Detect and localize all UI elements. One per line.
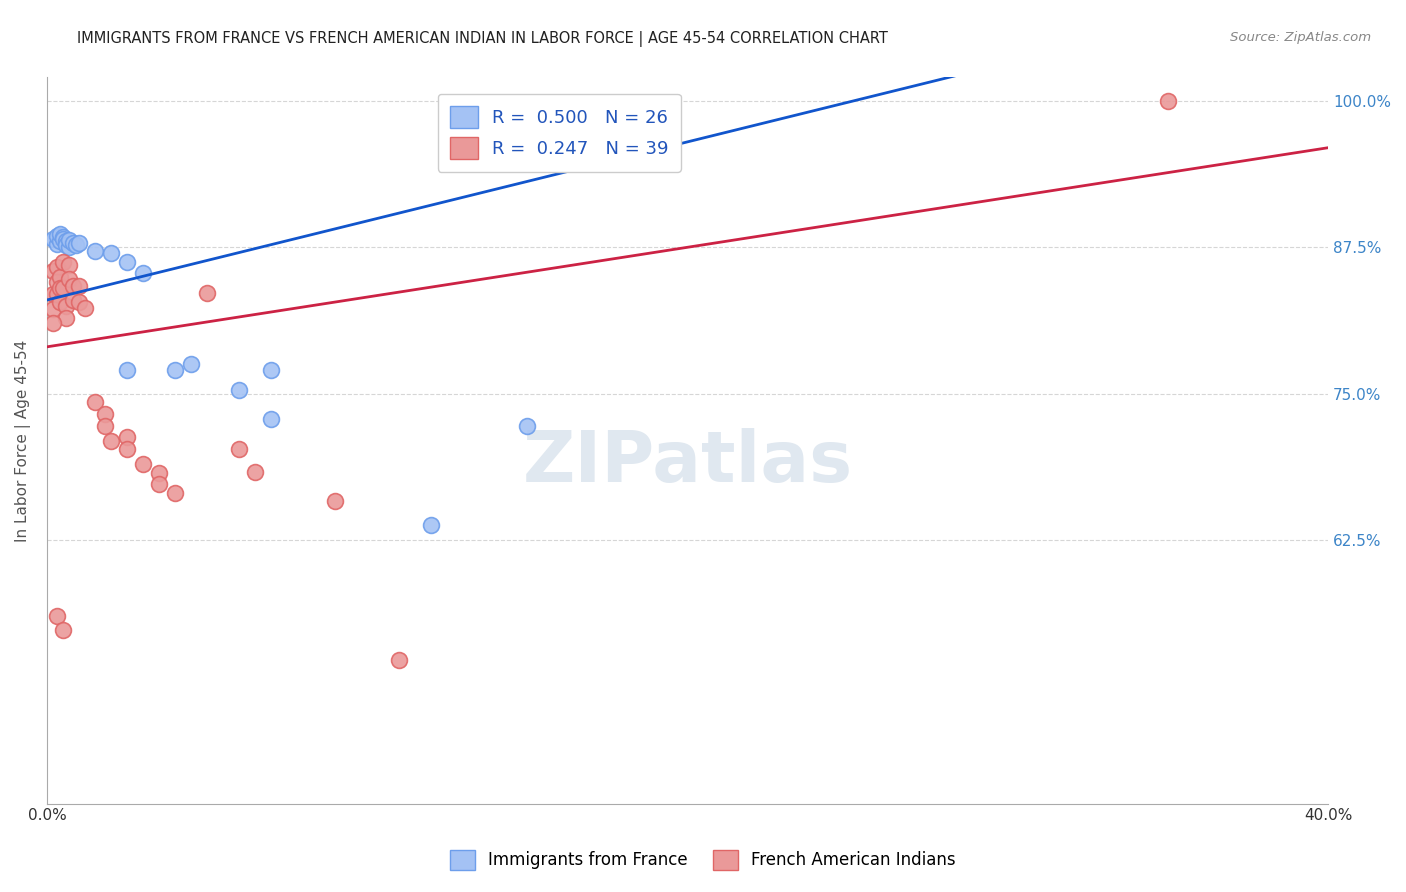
Point (243, 465, 266, 479)
Text: Source: ZipAtlas.com: Source: ZipAtlas.com (1230, 31, 1371, 45)
Point (100, 246, 122, 260)
Point (49, 269, 72, 284)
Point (115, 255, 138, 269)
Point (45, 287, 67, 301)
Point (65, 238, 87, 252)
Point (165, 363, 187, 377)
Point (195, 285, 218, 300)
Point (84, 244, 107, 258)
Point (58, 240, 80, 254)
Point (93, 419, 115, 434)
Point (45, 228, 67, 243)
Point (180, 358, 202, 372)
Point (132, 457, 155, 471)
Point (49, 235, 72, 249)
Point (115, 363, 138, 377)
Point (55, 310, 77, 325)
Point (62, 279, 84, 293)
Point (49, 295, 72, 310)
Point (84, 395, 107, 409)
Y-axis label: In Labor Force | Age 45-54: In Labor Force | Age 45-54 (15, 339, 31, 541)
Point (42, 317, 65, 331)
Point (132, 266, 155, 280)
Point (67, 235, 90, 250)
Point (260, 412, 283, 426)
Point (62, 293, 84, 307)
Text: ZIPatlas: ZIPatlas (523, 428, 852, 497)
Point (42, 302, 65, 317)
Legend: R =  0.500   N = 26, R =  0.247   N = 39: R = 0.500 N = 26, R = 0.247 N = 39 (437, 94, 681, 172)
Point (58, 272, 80, 286)
Point (55, 238, 77, 252)
Point (45, 260, 67, 275)
Point (62, 235, 84, 250)
Text: IMMIGRANTS FROM FRANCE VS FRENCH AMERICAN INDIAN IN LABOR FORCE | AGE 45-54 CORR: IMMIGRANTS FROM FRANCE VS FRENCH AMERICA… (77, 31, 889, 47)
Point (260, 363, 283, 377)
Point (516, 419, 538, 434)
Point (1157, 94, 1180, 108)
Point (115, 442, 138, 456)
Point (55, 235, 77, 249)
Point (49, 227, 72, 242)
Point (67, 279, 90, 293)
Point (228, 442, 250, 456)
Point (148, 467, 170, 481)
Point (52, 281, 75, 295)
Point (165, 486, 187, 500)
Point (52, 232, 75, 246)
Point (58, 233, 80, 247)
Point (67, 295, 90, 310)
Point (58, 258, 80, 272)
Point (420, 517, 443, 532)
Point (115, 430, 138, 444)
Point (42, 263, 65, 277)
Point (42, 287, 65, 301)
Point (52, 255, 75, 269)
Point (52, 229, 75, 244)
Point (45, 236, 67, 251)
Point (388, 652, 411, 666)
Legend: Immigrants from France, French American Indians: Immigrants from France, French American … (443, 843, 963, 877)
Point (100, 434, 122, 448)
Point (75, 301, 97, 315)
Point (52, 624, 75, 638)
Point (49, 281, 72, 295)
Point (93, 407, 115, 421)
Point (148, 476, 170, 491)
Point (228, 383, 250, 397)
Point (42, 232, 65, 246)
Point (45, 609, 67, 624)
Point (55, 299, 77, 313)
Point (45, 276, 67, 290)
Point (323, 494, 346, 508)
